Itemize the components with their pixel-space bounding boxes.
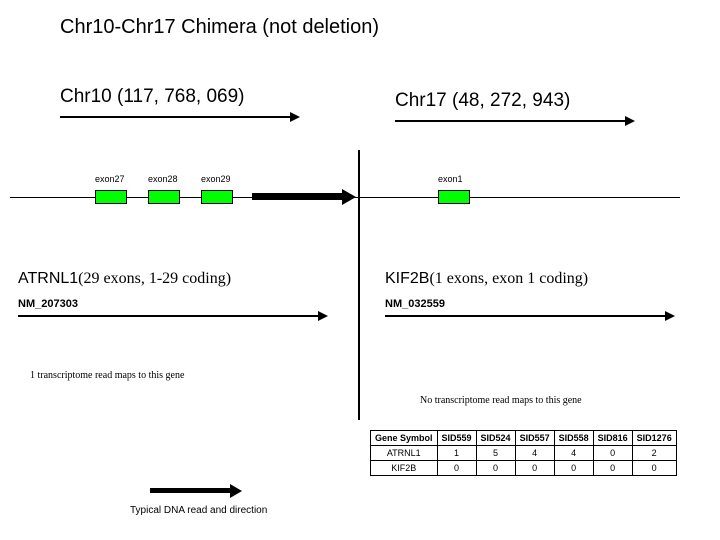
exon-label-27: exon27 (95, 174, 125, 184)
table-row: KIF2B 0 0 0 0 0 0 (371, 461, 677, 476)
cell: KIF2B (371, 461, 438, 476)
right-gene-name: KIF2B (385, 270, 429, 287)
left-chr-label: Chr10 (117, 768, 069) (60, 86, 245, 108)
right-nm-arrow-line (385, 315, 665, 317)
left-nm-arrow-line (18, 315, 318, 317)
exon-label-28: exon28 (148, 174, 178, 184)
col-gene-symbol: Gene Symbol (371, 431, 438, 446)
left-nm: NM_207303 (18, 298, 78, 310)
col-sid557: SID557 (515, 431, 554, 446)
legend-text: Typical DNA read and direction (130, 505, 267, 516)
cell: 0 (437, 461, 476, 476)
left-gene-name: ATRNL1 (18, 270, 78, 287)
exon-box-1 (438, 190, 470, 204)
cell: 0 (476, 461, 515, 476)
cell: 5 (476, 446, 515, 461)
cell: 0 (632, 461, 676, 476)
legend-arrow-body (150, 488, 230, 493)
cell: 4 (554, 446, 593, 461)
vertical-divider (358, 150, 360, 420)
exon-box-27 (95, 190, 127, 204)
left-gene-line: ATRNL1(29 exons, 1-29 coding) (18, 270, 231, 288)
right-nm-arrow-head (665, 311, 675, 321)
left-chr-arrow-head (290, 112, 300, 122)
exon-label-29: exon29 (201, 174, 231, 184)
table-row: ATRNL1 1 5 4 4 0 2 (371, 446, 677, 461)
col-sid559: SID559 (437, 431, 476, 446)
left-chr-arrow-line (60, 116, 290, 118)
right-chr-arrow-line (395, 120, 625, 122)
cell: 0 (593, 461, 632, 476)
legend-arrow-head (230, 484, 242, 498)
right-chr-arrow-head (625, 116, 635, 126)
data-table: Gene Symbol SID559 SID524 SID557 SID558 … (370, 430, 677, 476)
right-gene-detail: (1 exons, exon 1 coding) (429, 270, 588, 287)
exon-box-28 (148, 190, 180, 204)
exon-box-29 (201, 190, 233, 204)
left-transcriptome-note: 1 transcriptome read maps to this gene (30, 370, 184, 381)
dna-read-arrow-head (342, 189, 356, 205)
cell: 0 (554, 461, 593, 476)
cell: 4 (515, 446, 554, 461)
col-sid524: SID524 (476, 431, 515, 446)
col-sid558: SID558 (554, 431, 593, 446)
right-chr-label: Chr17 (48, 272, 943) (395, 90, 570, 112)
col-sid816: SID816 (593, 431, 632, 446)
cell: 0 (593, 446, 632, 461)
col-sid1276: SID1276 (632, 431, 676, 446)
right-nm: NM_032559 (385, 298, 445, 310)
right-transcriptome-note: No transcriptome read maps to this gene (420, 395, 582, 406)
page-title: Chr10-Chr17 Chimera (not deletion) (60, 16, 379, 39)
left-gene-detail: (29 exons, 1-29 coding) (78, 270, 231, 287)
cell: 0 (515, 461, 554, 476)
table-header-row: Gene Symbol SID559 SID524 SID557 SID558 … (371, 431, 677, 446)
cell: ATRNL1 (371, 446, 438, 461)
cell: 2 (632, 446, 676, 461)
right-gene-line: KIF2B(1 exons, exon 1 coding) (385, 270, 588, 288)
dna-read-arrow-body (252, 193, 342, 200)
cell: 1 (437, 446, 476, 461)
exon-label-1: exon1 (438, 174, 463, 184)
left-nm-arrow-head (318, 311, 328, 321)
